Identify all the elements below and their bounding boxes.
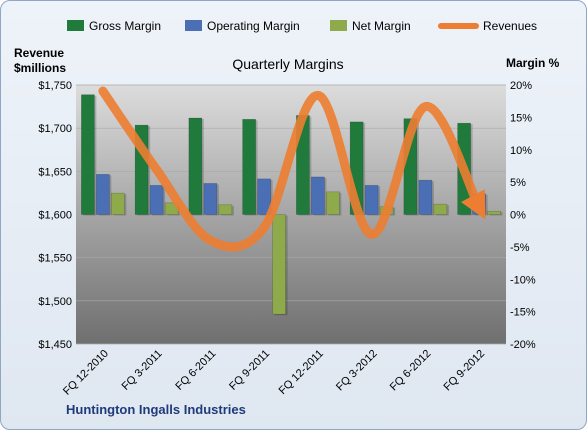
right-axis-ticks: 20% 15% 10% 5% 0% -5% -10% -15% -20%: [510, 80, 536, 351]
bar-net-margin: [487, 210, 501, 215]
right-tick-label: -15%: [510, 307, 536, 319]
bar-operating-margin: [364, 185, 379, 215]
left-axis-title-line1: Revenue: [14, 46, 64, 60]
left-tick-label: $1,650: [38, 166, 72, 178]
category-label: FQ 9-2011: [227, 348, 272, 393]
left-tick-label: $1,750: [38, 80, 72, 92]
chart-title: Quarterly Margins: [232, 56, 343, 72]
left-axis-ticks: $1,750 $1,700 $1,650 $1,600 $1,550 $1,500 $1,4…: [38, 80, 72, 351]
category-label: FQ 12-2010: [61, 348, 111, 398]
right-tick-label: -20%: [510, 339, 536, 351]
bar-gross-margin: [188, 117, 203, 215]
category-labels: FQ 12-2010 FQ 3-2011 FQ 6-2011 FQ 9-2011 FQ …: [61, 348, 487, 398]
legend: Gross Margin Operating Margin Net Margin…: [67, 19, 537, 33]
left-tick-label: $1,500: [38, 296, 72, 308]
right-tick-label: 10%: [510, 145, 532, 157]
category-label: FQ 6-2011: [173, 348, 218, 393]
category-label: FQ 9-2012: [442, 348, 488, 394]
bar-net-margin: [218, 204, 233, 215]
category-label: FQ 6-2012: [388, 348, 434, 394]
legend-label-net-margin: Net Margin: [352, 19, 411, 33]
bar-operating-margin: [418, 179, 433, 215]
legend-swatch-gross-margin: [67, 20, 84, 31]
revenues-line: [98, 86, 486, 252]
left-tick-label: $1,700: [38, 123, 72, 135]
bar-operating-margin: [203, 183, 218, 215]
legend-swatch-net-margin: [330, 20, 347, 31]
left-tick-label: $1,600: [38, 210, 72, 222]
bar-operating-margin: [257, 178, 271, 215]
bar-operating-margin: [149, 185, 164, 215]
legend-label-revenues: Revenues: [483, 19, 537, 33]
bar-gross-margin: [81, 94, 95, 215]
bar-net-margin: [111, 192, 125, 215]
bar-operating-margin: [311, 176, 325, 215]
right-tick-label: 15%: [510, 112, 532, 124]
bar-operating-margin: [96, 174, 110, 215]
bar-net-margin: [326, 191, 340, 215]
left-tick-label: $1,450: [38, 339, 72, 351]
right-tick-label: 5%: [510, 177, 526, 189]
right-axis-title: Margin %: [506, 56, 560, 70]
bar-net-margin: [433, 203, 448, 215]
left-tick-label: $1,550: [38, 253, 72, 265]
bar-gross-margin: [242, 119, 256, 215]
right-tick-label: -10%: [510, 274, 536, 286]
right-tick-label: -5%: [510, 242, 530, 254]
bar-net-margin: [272, 214, 286, 315]
legend-label-gross-margin: Gross Margin: [89, 19, 161, 33]
right-tick-label: 20%: [510, 80, 532, 92]
category-label: FQ 3-2011: [120, 348, 165, 393]
revenue-line: [98, 86, 486, 252]
right-tick-label: 0%: [510, 210, 526, 222]
legend-swatch-operating-margin: [185, 20, 202, 31]
company-name: Huntington Ingalls Industries: [66, 402, 246, 417]
category-label: FQ 12-2011: [277, 348, 326, 397]
legend-label-operating-margin: Operating Margin: [207, 19, 300, 33]
category-label: FQ 3-2012: [334, 348, 380, 394]
left-axis-title-line2: $millions: [14, 61, 66, 75]
